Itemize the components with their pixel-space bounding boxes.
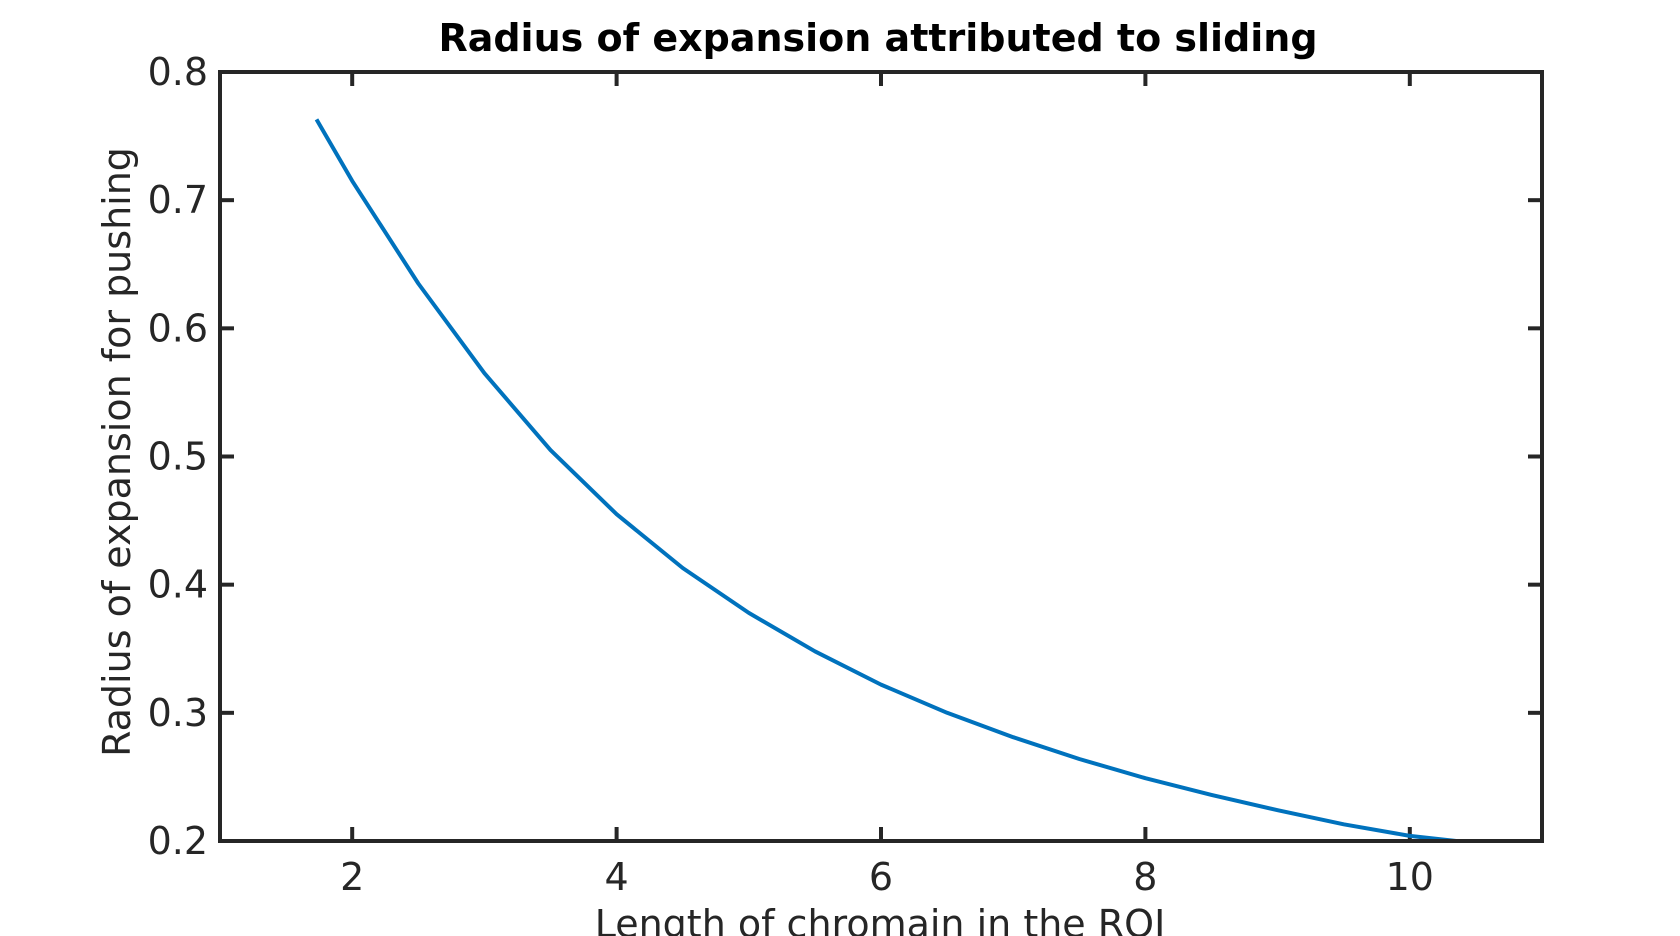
x-tick-label: 2 [340,855,364,899]
y-tick-label: 0.6 [148,306,208,350]
y-axis-label: Radius of expansion for pushing [95,147,139,757]
x-tick-label: 8 [1133,855,1157,899]
series-line [314,118,1457,843]
x-axis-label: Length of chromain in the ROI [595,902,1166,936]
tick-labels: 2 4 6 8 10 0.2 0.3 0.4 0.5 0.6 0.7 0.8 [148,50,1434,899]
x-tick-label: 4 [605,855,629,899]
x-tick-label: 6 [869,855,893,899]
y-tick-label: 0.8 [148,50,208,94]
y-tick-label: 0.7 [148,178,208,222]
y-tick-label: 0.3 [148,691,208,735]
y-tick-label: 0.4 [148,563,208,607]
x-tick-label: 10 [1386,855,1434,899]
chart-title: Radius of expansion attributed to slidin… [438,16,1317,60]
series-lines [314,118,1457,843]
tick-marks [220,70,1542,843]
plot-frame [218,70,1544,843]
y-tick-label: 0.5 [148,435,208,479]
y-tick-label: 0.2 [148,819,208,863]
